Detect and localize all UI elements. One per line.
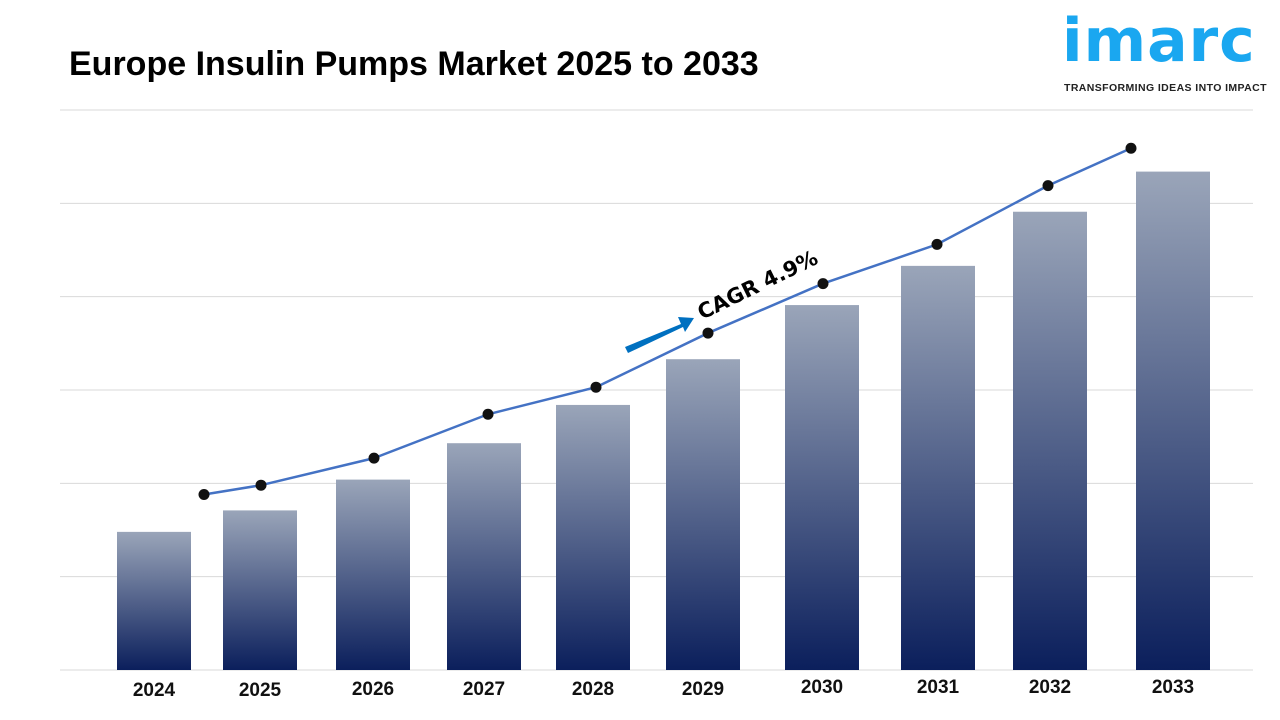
trend-marker (590, 381, 602, 393)
trend-marker (817, 278, 829, 290)
bar-2032 (1013, 211, 1087, 670)
trend-marker (482, 408, 494, 420)
cagr-arrow-icon (625, 317, 694, 353)
trend-marker (255, 479, 267, 491)
bar-2031 (901, 265, 975, 670)
logo-tagline: TRANSFORMING IDEAS INTO IMPACT (1064, 82, 1267, 94)
trend-marker (198, 489, 210, 501)
x-tick-label: 2032 (1029, 677, 1071, 698)
bar-2029 (666, 359, 740, 670)
x-tick-label: 2027 (463, 679, 505, 700)
bar-2033 (1136, 171, 1210, 670)
bar-2025 (223, 510, 297, 670)
bar-2026 (336, 479, 410, 670)
x-tick-label: 2024 (133, 680, 176, 701)
trend-marker (1125, 142, 1137, 154)
x-tick-label: 2025 (239, 680, 282, 701)
bar-2024 (117, 531, 191, 670)
imarc-logo: imarc TRANSFORMING IDEAS INTO IMPACT (1060, 6, 1270, 100)
x-tick-label: 2033 (1152, 677, 1194, 698)
logo-wordmark: imarc (1062, 6, 1256, 76)
trend-marker (931, 238, 943, 250)
x-tick-label: 2031 (917, 677, 960, 698)
trend-line (203, 147, 1132, 496)
arrow-shape (625, 317, 694, 353)
x-tick-label: 2028 (572, 679, 614, 700)
bar-2028 (556, 404, 630, 670)
bar-2027 (447, 443, 521, 670)
page-title: Europe Insulin Pumps Market 2025 to 2033 (69, 45, 759, 83)
x-tick-label: 2030 (801, 677, 843, 698)
trend-marker (1042, 180, 1054, 192)
trend-marker (702, 327, 714, 339)
x-tick-label: 2026 (352, 679, 394, 700)
bar-2030 (785, 305, 859, 670)
trend-marker (368, 452, 380, 464)
x-tick-label: 2029 (682, 679, 724, 700)
